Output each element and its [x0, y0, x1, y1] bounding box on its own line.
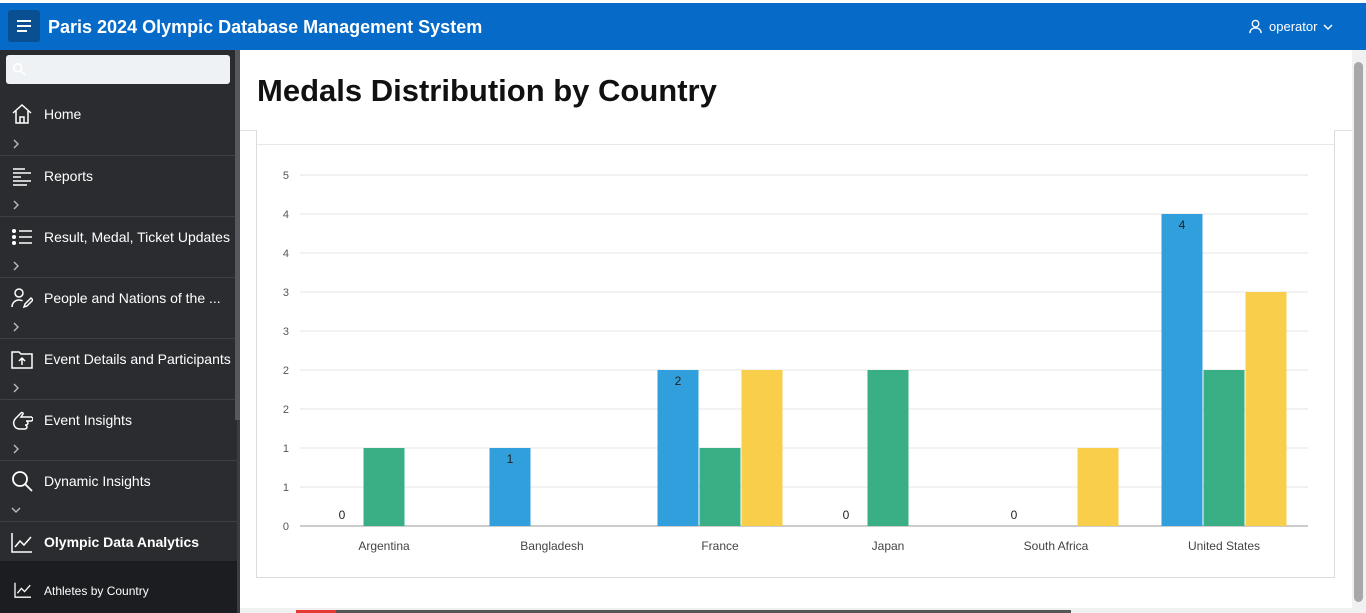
sidebar-item-people-and-nations[interactable]: People and Nations of the ... [0, 277, 237, 317]
reports-icon [13, 168, 31, 186]
y-tick-label: 5 [283, 170, 289, 182]
search-icon [12, 471, 33, 492]
chevron-right-icon[interactable] [11, 383, 21, 393]
sidebar-item-olympic-data-analytics[interactable]: Olympic Data Analytics [0, 521, 237, 561]
search-icon [12, 62, 26, 76]
sidebar-item-home[interactable]: Home [0, 94, 237, 134]
chevron-right-icon[interactable] [11, 200, 21, 210]
top-bar: Paris 2024 Olympic Database Management S… [0, 3, 1366, 50]
bar [657, 370, 699, 526]
progress-track [296, 610, 1071, 613]
chevron-right-icon[interactable] [11, 139, 21, 149]
x-tick-label: United States [1188, 539, 1260, 553]
chevron-right-icon[interactable] [11, 261, 21, 271]
bar [1077, 448, 1119, 526]
sidebar-item-label: Event Insights [44, 412, 132, 428]
home-icon [12, 103, 32, 124]
line-chart-icon [14, 582, 31, 598]
x-tick-label: South Africa [1024, 539, 1089, 553]
page-title: Medals Distribution by Country [257, 73, 717, 108]
bar [1161, 214, 1203, 526]
bar [1245, 292, 1287, 526]
sidebar-item-label: Dynamic Insights [44, 473, 151, 489]
y-tick-label: 0 [283, 521, 289, 533]
sidebar: Home Reports Result, Medal, Ticket Updat… [0, 50, 237, 613]
data-label: 2 [675, 374, 682, 388]
medals-bar-chart: 0 1 1 2 2 3 3 4 4 5 Argentina Bangladesh France Japan… [283, 170, 1308, 553]
sidebar-item-dynamic-insights[interactable]: Dynamic Insights [0, 460, 237, 500]
line-chart-icon [11, 533, 32, 553]
app-title: Paris 2024 Olympic Database Management S… [48, 17, 483, 37]
sidebar-scrollbar[interactable] [235, 50, 240, 420]
chevron-down-icon[interactable] [11, 505, 21, 515]
x-tick-label: Japan [872, 539, 905, 553]
scrollbar-thumb[interactable] [1354, 62, 1363, 602]
hand-pointer-icon [12, 411, 33, 430]
sidebar-item-label: Home [44, 106, 82, 122]
y-tick-label: 2 [283, 365, 289, 377]
x-tick-label: France [701, 539, 739, 553]
divider [257, 144, 1334, 145]
menu-toggle-button[interactable] [8, 10, 40, 42]
person-edit-icon [11, 288, 33, 309]
y-tick-label: 4 [283, 209, 289, 221]
y-tick-label: 3 [283, 287, 289, 299]
user-menu[interactable]: operator [1248, 19, 1333, 34]
bar [489, 448, 531, 526]
list-icon [11, 228, 32, 246]
sidebar-subitem-athletes-by-country[interactable]: Athletes by Country [0, 561, 237, 613]
search-input[interactable] [6, 55, 230, 84]
user-icon [1249, 19, 1262, 34]
y-tick-label: 3 [283, 326, 289, 338]
chevron-down-icon [1323, 23, 1333, 30]
y-tick-label: 4 [283, 248, 289, 260]
data-label: 0 [1011, 508, 1018, 522]
bar [699, 448, 741, 526]
user-name: operator [1269, 19, 1318, 34]
chevron-right-icon[interactable] [11, 322, 21, 332]
bar [867, 370, 909, 526]
sidebar-item-reports[interactable]: Reports [0, 155, 237, 195]
sidebar-item-label: Event Details and Participants [44, 351, 231, 367]
bar [741, 370, 783, 526]
y-tick-label: 1 [283, 482, 289, 494]
sidebar-item-event-insights[interactable]: Event Insights [0, 399, 237, 439]
sidebar-item-label: Reports [44, 168, 94, 184]
progress-indicator [296, 610, 336, 613]
data-label: 0 [843, 508, 850, 522]
sidebar-subitem-label: Athletes by Country [44, 584, 149, 598]
sidebar-item-label: People and Nations of the ... [44, 290, 221, 306]
sidebar-item-label: Result, Medal, Ticket Updates [44, 229, 230, 245]
bar [1203, 370, 1245, 526]
bottom-strip [240, 608, 1352, 613]
folder-upload-icon [11, 351, 33, 369]
sidebar-item-label: Olympic Data Analytics [44, 534, 200, 550]
x-tick-label: Argentina [358, 539, 410, 553]
bar [363, 448, 405, 526]
page-scrollbar[interactable] [1352, 50, 1366, 613]
data-label: 1 [507, 452, 514, 466]
sidebar-item-event-details[interactable]: Event Details and Participants [0, 338, 237, 378]
chevron-right-icon[interactable] [11, 444, 21, 454]
x-tick-label: Bangladesh [520, 539, 583, 553]
sidebar-item-result-medal-ticket-updates[interactable]: Result, Medal, Ticket Updates [0, 216, 237, 256]
data-label: 0 [339, 508, 346, 522]
y-tick-label: 1 [283, 443, 289, 455]
data-label: 4 [1179, 218, 1186, 232]
y-tick-label: 2 [283, 404, 289, 416]
chart-region [256, 130, 1335, 578]
